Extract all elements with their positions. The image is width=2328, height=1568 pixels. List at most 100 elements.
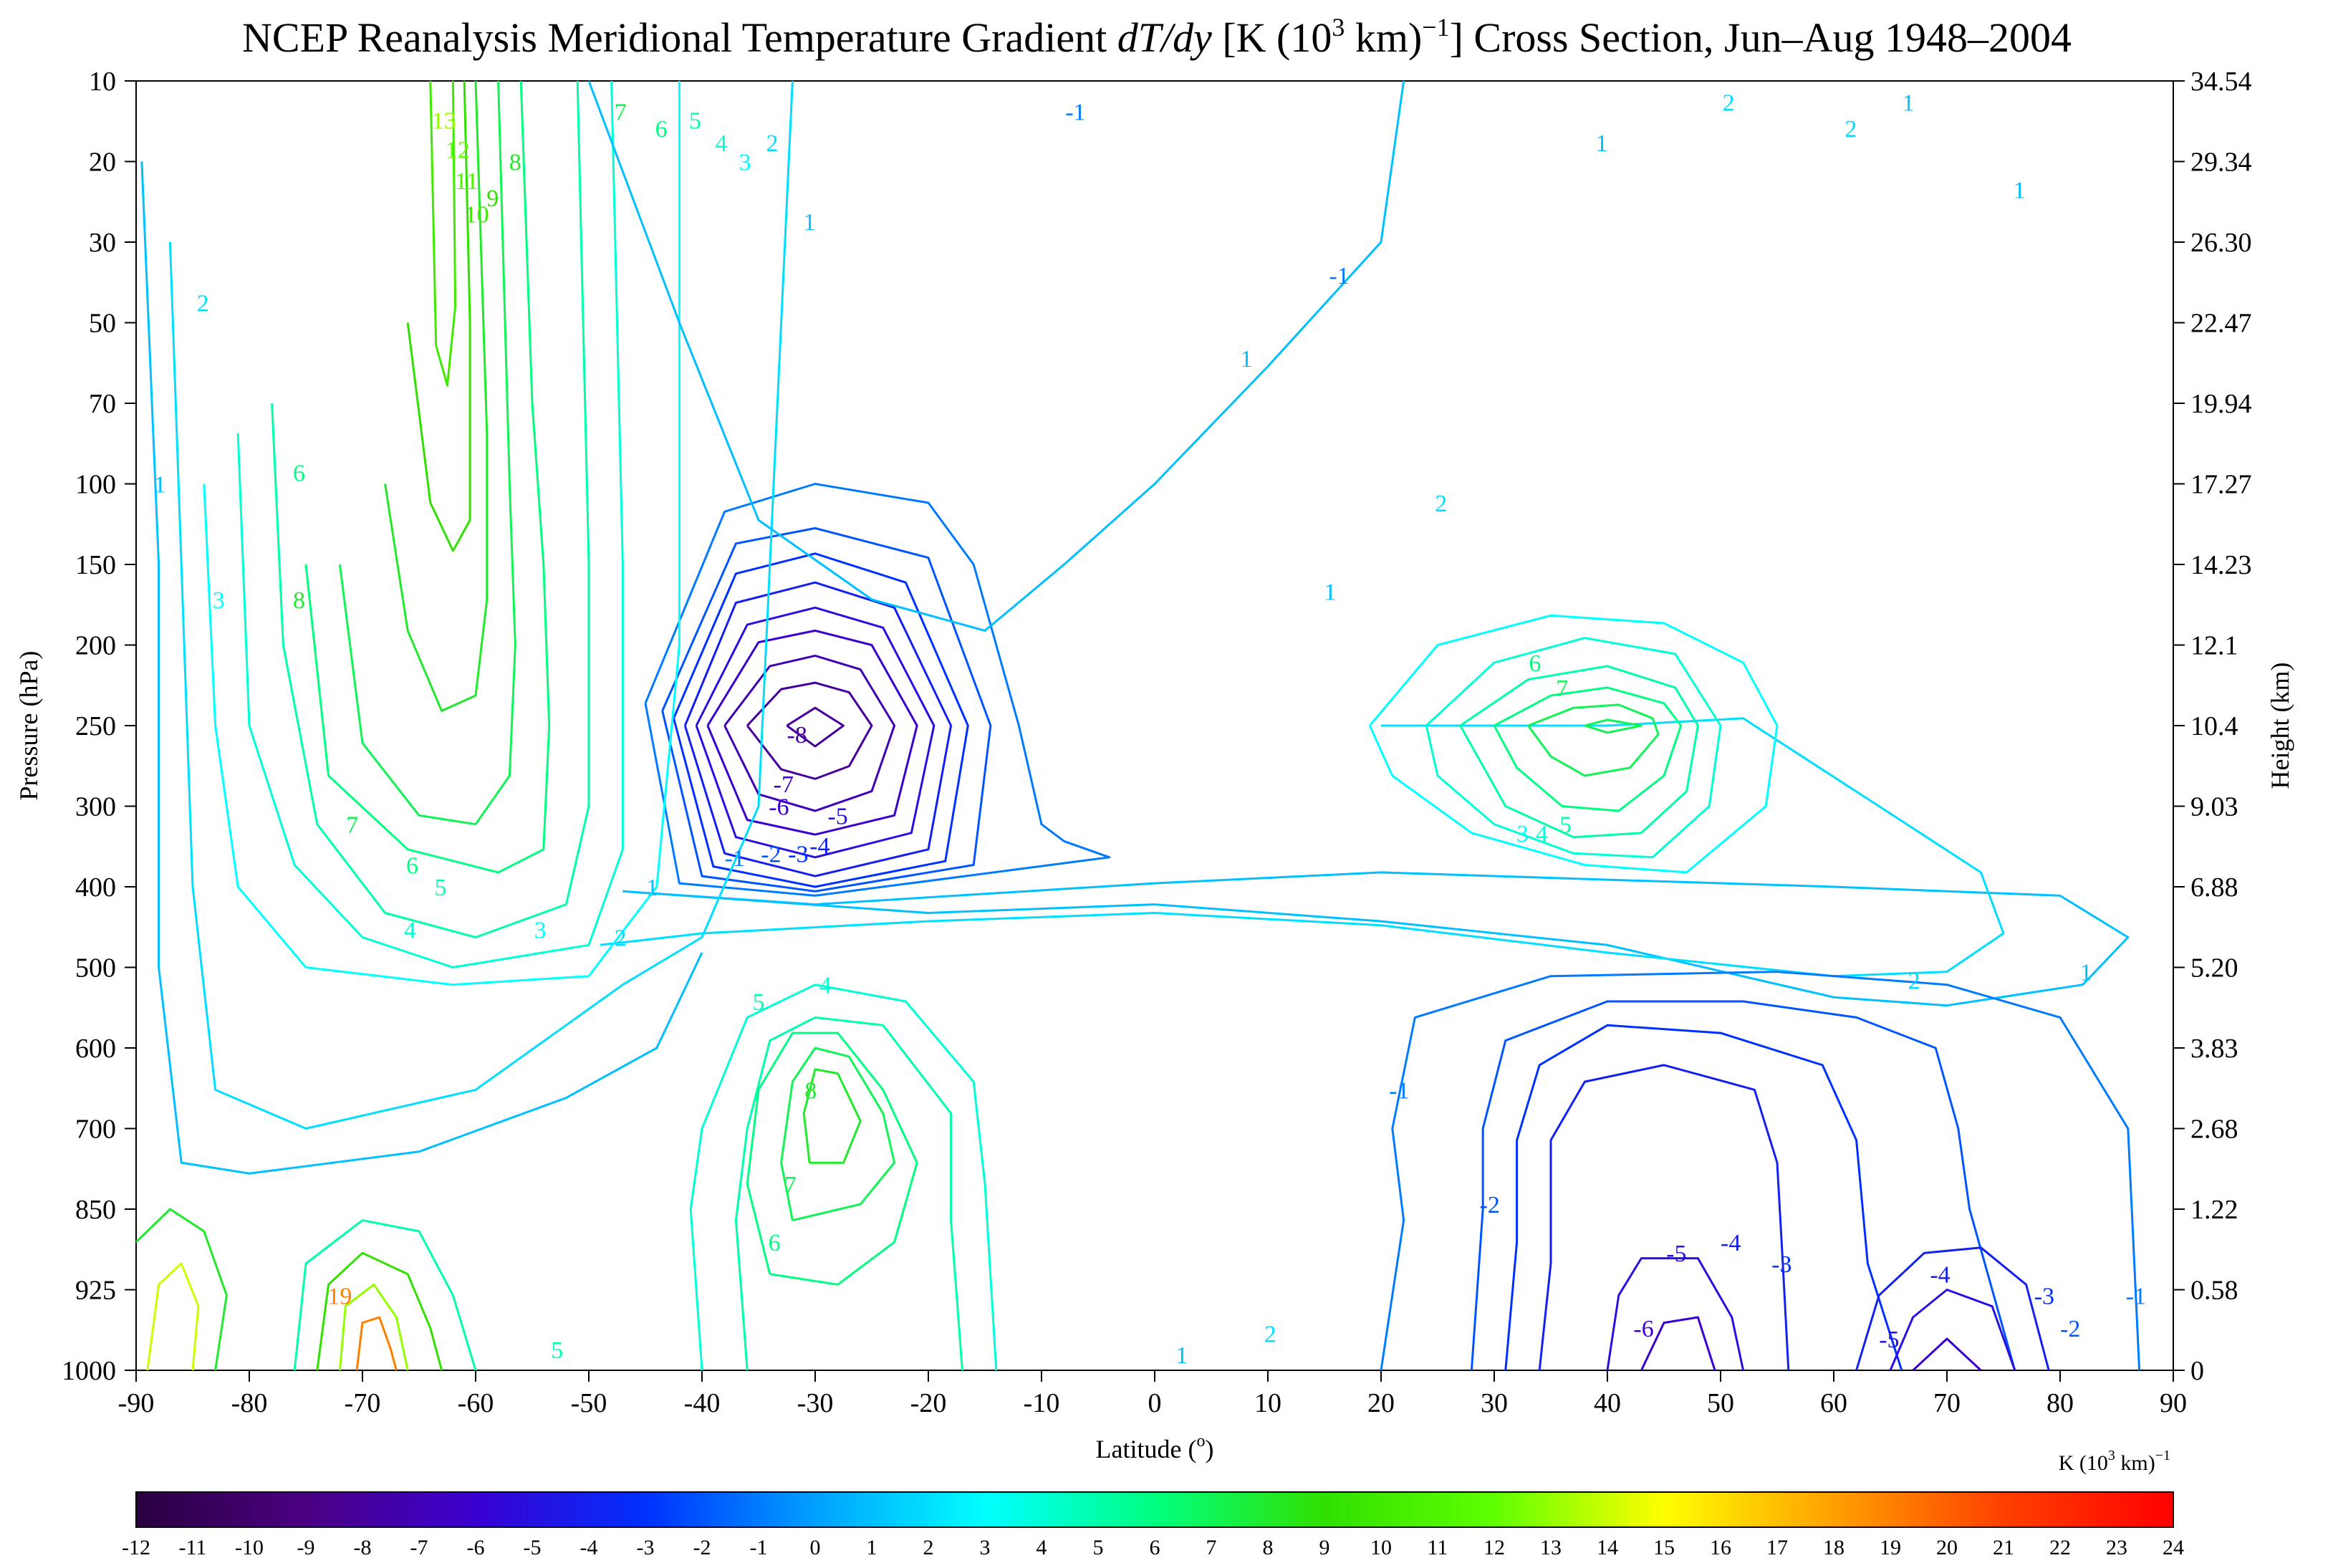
contour-label: -2 [1480,1192,1500,1218]
y2-tick-label: 9.03 [2190,792,2238,822]
x-tick-label: -40 [684,1388,721,1418]
contour-line [1380,971,2141,1371]
y-tick-label: 300 [75,792,116,822]
colorbar-tick-label: 14 [1597,1536,1618,1559]
colorbar-tick-label: 8 [1263,1536,1274,1559]
contour-line [661,526,992,893]
y2-axis-label: Height (km) [2266,663,2294,789]
contour-label: -3 [1771,1251,1791,1278]
contour-label: -6 [1633,1316,1653,1342]
contour-line [384,80,489,712]
y2-tick-label: 0.58 [2190,1276,2238,1306]
x-tick-label: -80 [231,1388,268,1418]
x-tick-label: -90 [118,1388,155,1418]
colorbar-unit-label: K (103 km)−1 [2059,1448,2170,1475]
y-tick-label: 850 [75,1195,116,1225]
contour-label: 5 [753,989,765,1016]
colorbar [135,1491,2174,1528]
colorbar-tick-label: -9 [297,1536,315,1559]
contour-line [695,606,935,859]
contour-label: -4 [809,833,829,860]
y2-tick-label: 17.27 [2190,470,2252,500]
contour-line [355,1316,398,1371]
contour-line [338,1283,409,1371]
y-tick-label: 600 [75,1034,116,1064]
x-tick-label: -20 [910,1388,947,1418]
contour-line [293,1219,477,1371]
y2-tick-label: 0 [2190,1356,2204,1386]
contour-line [683,581,953,877]
colorbar-tick-label: 6 [1150,1536,1160,1559]
contour-label: -1 [1389,1077,1409,1104]
contour-label: 1 [1596,130,1608,157]
y2-tick-label: 34.54 [2190,67,2252,97]
y-tick-label: 50 [89,309,116,339]
contour-label: 9 [486,186,499,212]
contour-label: 1 [646,875,658,901]
contour-label: 5 [1559,812,1572,839]
x-tick-label: 10 [1254,1388,1281,1418]
contour-line [429,80,457,387]
contour-line [689,983,998,1371]
contour-line [304,80,551,874]
colorbar-tick-label: -5 [524,1536,542,1559]
contour-label: 1 [1241,346,1253,372]
colorbar-tick-label: 19 [1880,1536,1901,1559]
contour-label: 2 [1264,1322,1276,1348]
contour-label: 1 [804,209,816,236]
contour-label: 4 [1536,821,1548,847]
contour-label: 4 [404,917,416,943]
colorbar-tick-label: -4 [580,1536,598,1559]
colorbar-tick-label: -6 [467,1536,485,1559]
y-axis-pressure: 10 20 30 50 70 100 150 200 250 300 400 500 600 700 850… [62,67,136,1386]
contour-label: 7 [346,812,358,839]
colorbar-tick-label: 5 [1093,1536,1104,1559]
contour-label: 3 [213,587,225,614]
contour-label: -4 [1930,1262,1950,1289]
y2-tick-label: 22.47 [2190,309,2252,339]
contour-label: 1 [1903,90,1915,117]
contour-line [600,717,2005,978]
contour-label: 4 [819,973,832,999]
contour-label: 3 [739,150,751,176]
contour-label: 6 [1529,650,1541,677]
contour-label: 1 [1175,1342,1188,1369]
colorbar-ticks: -12 -11 -10 -9 -8 -7 -6 -5 -4 -3 -2 -1 0 1 2 3 4 5 6 7 8 9 10 1… [122,1536,2184,1559]
colorbar-tick-label: 20 [1936,1536,1958,1559]
contour-line [1538,1064,1790,1371]
contour-line [406,80,471,552]
contour-label: -5 [1666,1241,1686,1267]
contour-label: 12 [446,137,470,163]
contour-label: 5 [551,1337,563,1364]
contour-label: -6 [769,794,789,821]
colorbar-tick-label: -7 [410,1536,428,1559]
colorbar-tick-label: 7 [1206,1536,1217,1559]
y-tick-label: 250 [75,711,116,741]
x-tick-label: 30 [1481,1388,1508,1418]
x-tick-label: -10 [1024,1388,1060,1418]
colorbar-tick-label: 12 [1483,1536,1505,1559]
contour-label: -4 [1721,1230,1741,1256]
contour-line [723,654,896,812]
contour-label: 8 [293,587,305,614]
y2-tick-label: 6.88 [2190,872,2238,903]
contour-line [746,1031,918,1286]
contour-label: -8 [787,722,807,749]
x-tick-label: 50 [1707,1388,1734,1418]
contour-line [140,161,703,1175]
contour-label: 7 [784,1172,797,1198]
colorbar-tick-label: 16 [1710,1536,1731,1559]
colorbar-tick-label: 22 [2049,1536,2071,1559]
contour-label: -1 [1329,263,1349,289]
contour-lines [135,80,2141,1372]
x-tick-label: 70 [1933,1388,1961,1418]
x-axis-label: Latitude (o) [1096,1432,1214,1463]
contour-label: 1 [1324,579,1336,605]
x-tick-label: -50 [571,1388,607,1418]
y-tick-label: 150 [75,550,116,580]
contour-label: 6 [293,460,305,486]
x-tick-label: -30 [797,1388,834,1418]
contour-label: 4 [715,130,727,157]
colorbar-tick-label: 21 [1993,1536,2014,1559]
